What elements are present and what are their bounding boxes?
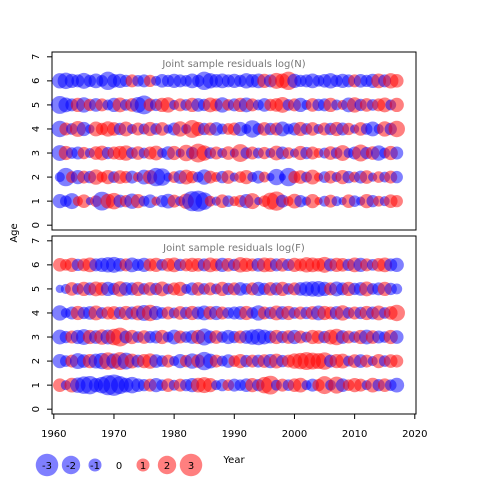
x-tick-label: 2000: [282, 429, 307, 440]
y-tick-label: 5: [31, 286, 42, 292]
bubble: [77, 194, 91, 208]
x-tick-label: 1970: [101, 429, 126, 440]
x-tick-label: 1990: [222, 429, 247, 440]
y-tick-label: 5: [31, 102, 42, 108]
y-tick-label: 2: [31, 174, 42, 180]
y-tick-label: 1: [31, 382, 42, 388]
panel-title: Joint sample residuals log(F): [162, 243, 305, 254]
legend-label: 1: [140, 461, 146, 472]
bubble: [389, 330, 404, 344]
y-tick-label: 1: [31, 198, 42, 204]
bubble: [331, 196, 342, 207]
legend-label: -2: [66, 461, 76, 472]
bubble: [389, 74, 404, 88]
y-tick-label: 6: [31, 262, 42, 268]
y-tick-label: 3: [31, 334, 42, 340]
bubble: [389, 257, 404, 272]
y-tick-label: 2: [31, 358, 42, 364]
bubble: [258, 171, 270, 183]
legend-bubble: [136, 458, 150, 472]
y-tick-label: 3: [31, 150, 42, 156]
legend-label: 2: [164, 461, 170, 472]
bubble: [388, 120, 405, 138]
bubble: [244, 193, 261, 210]
x-tick-label: 1960: [41, 429, 66, 440]
legend-bubble: [61, 455, 81, 475]
bubble: [388, 304, 405, 322]
y-tick-label: 6: [31, 78, 42, 84]
legend-bubble: [88, 458, 102, 472]
y-axis-label: Age: [9, 223, 20, 242]
legend-label: -1: [90, 461, 100, 472]
legend-bubble: [35, 453, 59, 477]
y-tick-label: 0: [31, 406, 42, 412]
legend-bubble: [179, 453, 203, 477]
bubble: [390, 170, 403, 184]
bubble: [390, 194, 403, 208]
legend-label: -3: [42, 461, 52, 472]
legend-label: 3: [188, 461, 194, 472]
y-tick-label: 4: [31, 126, 42, 132]
y-tick-label: 7: [31, 54, 42, 60]
x-axis-label: Year: [222, 455, 245, 466]
legend-bubble: [157, 455, 177, 475]
bubble: [390, 146, 404, 160]
bubble: [390, 354, 404, 368]
bubble: [389, 97, 404, 113]
bubble: [389, 377, 405, 393]
x-tick-label: 2020: [402, 429, 427, 440]
bubble: [305, 194, 320, 209]
bubble: [391, 283, 403, 295]
x-tick-label: 1980: [161, 429, 186, 440]
y-tick-label: 0: [31, 222, 42, 228]
panel-title: Joint sample residuals log(N): [161, 59, 305, 70]
x-tick-label: 2010: [342, 429, 367, 440]
plot-frame: [51, 51, 417, 231]
y-tick-label: 4: [31, 310, 42, 316]
bubble: [153, 168, 171, 186]
legend-label: 0: [116, 461, 122, 472]
y-tick-label: 7: [31, 238, 42, 244]
